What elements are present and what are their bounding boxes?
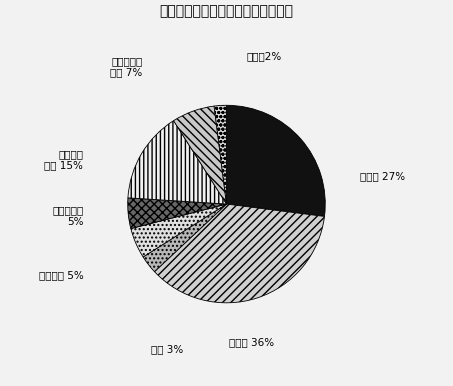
Text: 妊娠 3%: 妊娠 3% xyxy=(151,344,183,354)
Text: 卵胞期 27%: 卵胞期 27% xyxy=(360,171,405,181)
Wedge shape xyxy=(154,204,324,303)
Text: 卵胞発育
障害 15%: 卵胞発育 障害 15% xyxy=(44,149,83,170)
Text: 単胞性嚢胞
5%: 単胞性嚢胞 5% xyxy=(52,205,83,227)
Wedge shape xyxy=(131,204,226,257)
Text: 離乳直後 5%: 離乳直後 5% xyxy=(39,270,83,280)
Wedge shape xyxy=(143,204,226,272)
Wedge shape xyxy=(173,106,226,204)
Text: 多胞性大型
嚢胞 7%: 多胞性大型 嚢胞 7% xyxy=(110,56,143,78)
Title: 図２：廃用雌豚における卵巣の状態: 図２：廃用雌豚における卵巣の状態 xyxy=(159,4,294,18)
Text: 黄体期 36%: 黄体期 36% xyxy=(229,337,274,347)
Wedge shape xyxy=(214,105,226,204)
Wedge shape xyxy=(128,121,226,204)
Text: その他2%: その他2% xyxy=(246,51,281,61)
Wedge shape xyxy=(128,198,226,229)
Wedge shape xyxy=(226,105,325,217)
